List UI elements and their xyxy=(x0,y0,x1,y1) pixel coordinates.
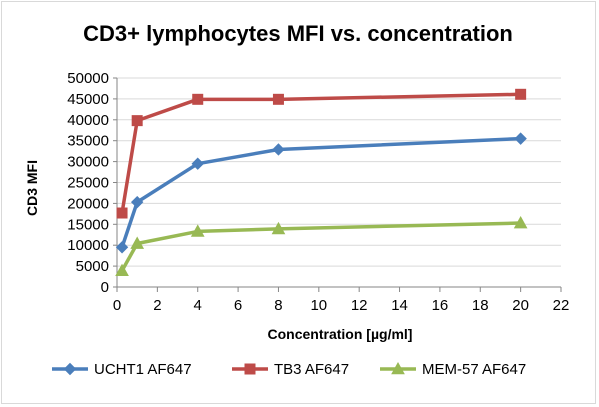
x-tick-label: 18 xyxy=(472,297,489,314)
x-tick-label: 8 xyxy=(274,297,282,314)
x-tick-label: 4 xyxy=(194,297,202,314)
series-square xyxy=(116,88,527,219)
y-tick-label: 35000 xyxy=(67,133,109,150)
data-point xyxy=(272,143,285,156)
data-point xyxy=(192,93,204,105)
legend-swatch-marker xyxy=(244,363,256,375)
x-tick-label: 22 xyxy=(553,297,570,314)
series-line xyxy=(120,92,521,214)
y-tick-label: 50000 xyxy=(67,70,109,87)
y-tick-label: 25000 xyxy=(67,175,109,192)
y-axis-label: CD3 MFI xyxy=(24,160,40,216)
data-point xyxy=(272,93,284,105)
x-tick-label: 10 xyxy=(310,297,327,314)
data-point xyxy=(116,207,128,219)
series-triangle xyxy=(115,216,528,276)
series-line xyxy=(120,221,521,272)
series-diamond xyxy=(115,132,527,254)
axes xyxy=(113,77,562,292)
y-tick-labels: 0 5000 10000 15000 20000 25000 30000 35000 40000… xyxy=(67,70,109,296)
series-line xyxy=(120,136,521,248)
legend-label: MEM-57 AF647 xyxy=(422,361,526,378)
data-point xyxy=(130,195,144,209)
y-tick-label: 15000 xyxy=(67,216,109,233)
data-point xyxy=(515,88,527,100)
legend-item: MEM-57 AF647 xyxy=(380,361,526,378)
data-point xyxy=(131,115,143,127)
x-tick-label: 16 xyxy=(432,297,449,314)
data-point xyxy=(115,263,129,276)
data-point xyxy=(191,157,204,170)
y-tick-label: 10000 xyxy=(67,237,109,254)
y-tick-label: 40000 xyxy=(67,112,109,129)
chart-title: CD3+ lymphocytes MFI vs. concentration xyxy=(83,21,513,46)
y-tick-label: 20000 xyxy=(67,195,109,212)
y-tick-label: 45000 xyxy=(67,91,109,108)
x-axis-label: Concentration [µg/ml] xyxy=(268,326,413,342)
series-group xyxy=(115,88,528,276)
data-point xyxy=(115,241,129,254)
x-tick-label: 20 xyxy=(512,297,529,314)
legend-swatch-marker xyxy=(391,361,405,375)
legend-item: UCHT1 AF647 xyxy=(52,361,192,378)
x-tick-label: 0 xyxy=(113,297,121,314)
legend-item: TB3 AF647 xyxy=(232,361,349,378)
data-point xyxy=(514,132,527,145)
x-tick-label: 12 xyxy=(351,297,368,314)
x-tick-labels: 0 2 4 6 8 10 12 14 16 18 20 22 xyxy=(113,297,570,314)
x-tick-label: 6 xyxy=(234,297,242,314)
legend-label: UCHT1 AF647 xyxy=(94,361,192,378)
y-tick-label: 0 xyxy=(101,279,109,296)
legend-swatch-marker xyxy=(63,362,77,376)
data-point xyxy=(513,216,528,229)
x-tick-label: 2 xyxy=(153,297,161,314)
y-tick-label: 30000 xyxy=(67,154,109,171)
data-point xyxy=(271,221,286,235)
data-point xyxy=(130,236,145,249)
x-tick-label: 14 xyxy=(391,297,408,314)
data-point xyxy=(190,224,205,237)
y-tick-label: 5000 xyxy=(76,258,109,275)
legend-label: TB3 AF647 xyxy=(274,361,349,378)
legend: UCHT1 AF647 TB3 AF647 MEM-57 AF647 xyxy=(52,361,526,378)
